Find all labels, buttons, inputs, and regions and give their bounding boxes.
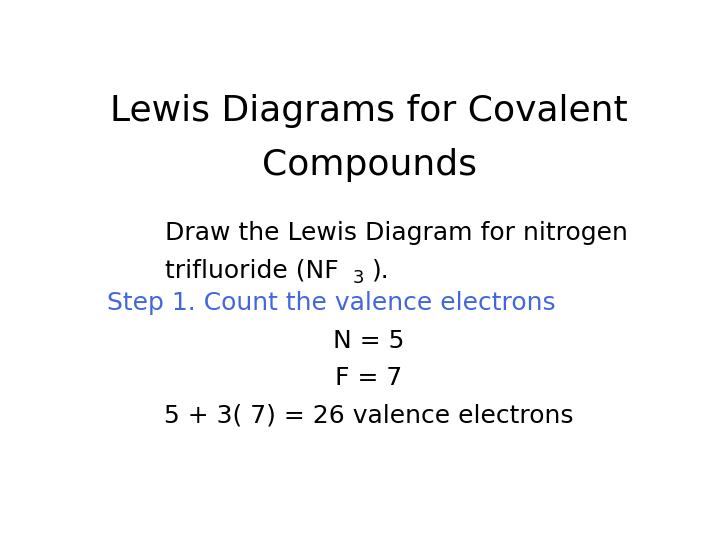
- Text: trifluoride (NF: trifluoride (NF: [166, 258, 339, 282]
- Text: Draw the Lewis Diagram for nitrogen: Draw the Lewis Diagram for nitrogen: [166, 221, 629, 245]
- Text: Lewis Diagrams for Covalent: Lewis Diagrams for Covalent: [110, 94, 628, 128]
- Text: F = 7: F = 7: [336, 366, 402, 390]
- Text: Compounds: Compounds: [261, 148, 477, 182]
- Text: 3: 3: [353, 268, 364, 287]
- Text: 5 + 3( 7) = 26 valence electrons: 5 + 3( 7) = 26 valence electrons: [164, 404, 574, 428]
- Text: N = 5: N = 5: [333, 329, 405, 353]
- Text: ).: ).: [372, 258, 390, 282]
- Text: Step 1. Count the valence electrons: Step 1. Count the valence electrons: [107, 292, 555, 315]
